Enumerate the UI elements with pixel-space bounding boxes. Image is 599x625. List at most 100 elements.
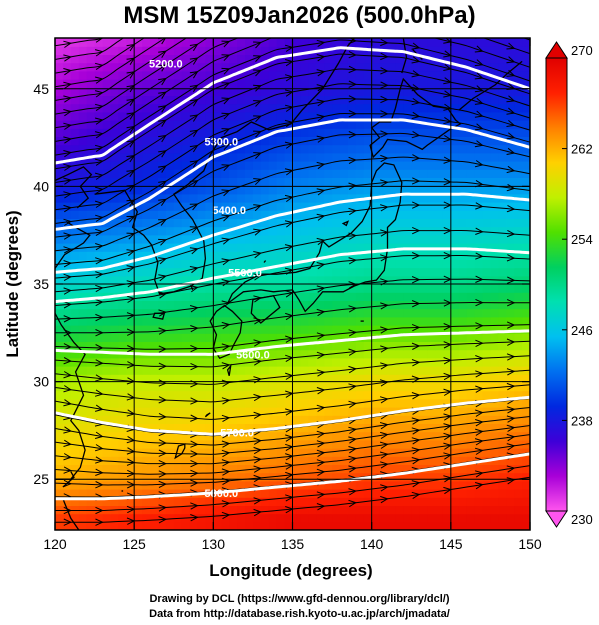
wind-arrow [253, 69, 262, 77]
wind-arrow [63, 453, 72, 461]
heat-cell [260, 513, 270, 523]
heat-cell [142, 193, 151, 203]
heat-cell [197, 292, 207, 301]
heat-cell [86, 497, 96, 506]
heat-cell [229, 193, 238, 203]
heat-cell [181, 193, 191, 203]
wind-arrow [94, 144, 104, 153]
heat-cell [458, 267, 468, 277]
heat-cell [70, 357, 80, 367]
heat-cell [126, 251, 135, 260]
heat-cell [165, 136, 175, 146]
heat-cell [252, 480, 262, 490]
heat-cell [150, 325, 159, 334]
heat-cell [55, 513, 64, 523]
heat-cell [435, 497, 444, 506]
heat-cell [427, 111, 436, 121]
heat-cell [522, 431, 530, 441]
heat-cell [165, 103, 175, 113]
wind-arrow [190, 344, 199, 353]
wind-arrow [474, 59, 484, 67]
heat-cell [379, 439, 389, 449]
heat-cell [442, 62, 452, 72]
heat-cell [482, 407, 492, 416]
heat-cell [387, 366, 397, 375]
wind-arrow [221, 379, 231, 387]
heat-cell [324, 300, 333, 310]
heat-cell [458, 79, 468, 88]
heat-cell [300, 152, 309, 162]
heat-cell [229, 79, 238, 88]
heat-cell [340, 349, 349, 359]
heat-cell [387, 267, 397, 277]
heat-cell [94, 423, 104, 433]
heat-cell [55, 284, 64, 293]
heat-cell [181, 366, 191, 375]
heat-cell [70, 464, 80, 474]
heat-cell [252, 177, 262, 187]
heat-cell [442, 382, 452, 392]
wind-arrow [189, 160, 199, 168]
heat-cell [205, 120, 214, 129]
heat-cell [324, 275, 333, 285]
heat-cell [70, 349, 80, 359]
heat-cell [181, 144, 191, 154]
heat-cell [70, 325, 80, 334]
heat-cell [442, 407, 452, 416]
heat-cell [94, 169, 104, 178]
heat-cell [442, 497, 452, 506]
heat-cell [419, 284, 428, 293]
heat-cell [86, 120, 96, 129]
heat-cell [205, 46, 214, 55]
heat-cell [237, 54, 246, 64]
heat-cell [173, 234, 183, 244]
heat-cell [506, 497, 515, 506]
heat-cell [450, 234, 460, 244]
heat-cell [55, 325, 64, 334]
heat-cell [150, 374, 159, 383]
heat-cell [150, 448, 159, 457]
heat-cell [371, 79, 381, 88]
heat-cell [284, 38, 294, 47]
heat-cell [142, 505, 151, 515]
heat-cell [419, 202, 428, 211]
heat-cell [181, 390, 191, 400]
heat-cell [284, 374, 294, 383]
heat-cell [355, 513, 365, 523]
heat-cell [379, 169, 389, 178]
heat-cell [458, 185, 468, 195]
heat-cell [427, 423, 436, 433]
heat-cell [189, 177, 199, 187]
heat-cell [316, 169, 325, 178]
heat-cell [490, 489, 499, 498]
heat-cell [276, 513, 286, 523]
heat-cell [70, 218, 80, 228]
heat-cell [126, 234, 135, 244]
heat-cell [292, 300, 302, 310]
heat-cell [442, 111, 452, 121]
heat-cell [181, 226, 191, 236]
heat-cell [134, 333, 143, 342]
heat-cell [205, 366, 214, 375]
heat-cell [260, 234, 270, 244]
heat-cell [260, 251, 270, 260]
heat-cell [86, 489, 96, 498]
heat-cell [134, 87, 143, 96]
heat-cell [110, 144, 119, 154]
heat-cell [379, 407, 389, 416]
wind-arrow [221, 440, 231, 448]
heat-cell [332, 185, 341, 195]
heat-cell [165, 62, 175, 72]
heat-cell [419, 300, 428, 310]
heat-cell [205, 144, 214, 154]
heat-cell [435, 366, 444, 375]
heat-cell [498, 407, 507, 416]
heat-cell [371, 251, 381, 260]
wind-arrow [380, 484, 389, 492]
heat-cell [70, 177, 80, 187]
heat-cell [213, 505, 222, 515]
heat-cell [387, 316, 397, 326]
heat-cell [165, 382, 175, 392]
heat-cell [371, 464, 381, 474]
heat-cell [450, 111, 460, 121]
